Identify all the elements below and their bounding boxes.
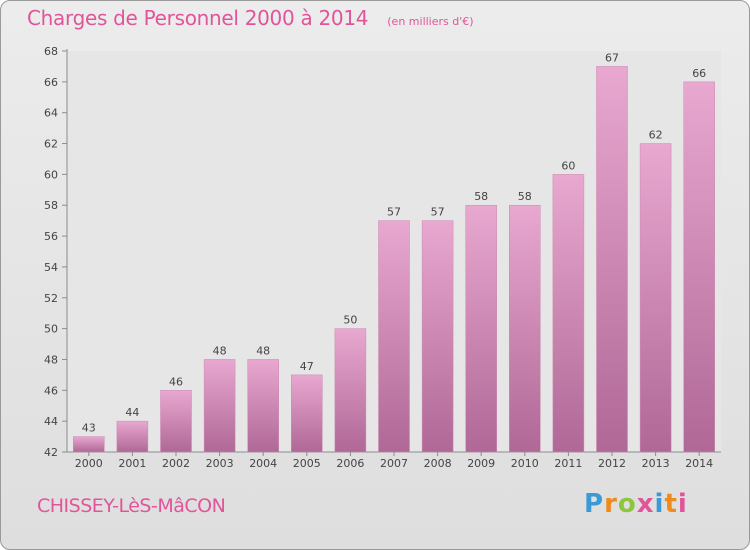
- y-tick-label: 42: [44, 446, 58, 459]
- bar: [596, 66, 628, 453]
- y-tick-label: 68: [44, 45, 58, 58]
- bar-value-label: 60: [561, 159, 575, 172]
- chart-title: Charges de Personnel 2000 à 2014: [27, 6, 369, 30]
- x-tick-label: 2002: [162, 457, 190, 470]
- x-tick-label: 2009: [467, 457, 495, 470]
- y-tick-label: 52: [44, 292, 58, 305]
- bar-value-label: 48: [213, 344, 227, 357]
- bar-value-label: 50: [343, 314, 357, 327]
- bar: [552, 174, 585, 453]
- chart-subtitle: (en milliers d'€): [387, 15, 474, 28]
- bar: [203, 359, 236, 453]
- y-tick-label: 56: [44, 230, 58, 243]
- bar-value-label: 62: [649, 129, 663, 142]
- y-tick-label: 66: [44, 76, 58, 89]
- brand-letter: i: [654, 489, 665, 519]
- x-tick-label: 2007: [380, 457, 408, 470]
- x-tick-label: 2006: [336, 457, 364, 470]
- bar-value-label: 57: [431, 206, 445, 219]
- x-tick-label: 2004: [249, 457, 277, 470]
- bar-value-label: 58: [518, 190, 532, 203]
- bar: [334, 328, 367, 453]
- x-tick-label: 2008: [424, 457, 452, 470]
- bar: [116, 420, 149, 453]
- y-tick-label: 54: [44, 261, 58, 274]
- brand-letter: P: [584, 489, 605, 519]
- bar-value-label: 57: [387, 206, 401, 219]
- bar-value-label: 66: [692, 67, 706, 80]
- x-tick-label: 2005: [293, 457, 321, 470]
- bar-value-label: 67: [605, 51, 619, 64]
- bar: [421, 220, 454, 453]
- bar: [247, 359, 279, 453]
- brand-letter: t: [664, 489, 678, 519]
- brand-letter: x: [636, 489, 655, 519]
- commune-name: CHISSEY-LèS-MâCON: [37, 495, 226, 517]
- x-tick-label: 2011: [554, 457, 582, 470]
- x-tick-label: 2001: [118, 457, 146, 470]
- title-row: Charges de Personnel 2000 à 2014 (en mil…: [27, 6, 474, 30]
- x-tick-label: 2012: [598, 457, 626, 470]
- bar: [73, 436, 105, 453]
- x-tick-label: 2014: [685, 457, 713, 470]
- brand-letter: o: [617, 489, 637, 519]
- bar-value-label: 48: [256, 344, 270, 357]
- bar-value-label: 43: [82, 422, 96, 435]
- bar-value-label: 44: [125, 406, 139, 419]
- y-tick-label: 62: [44, 138, 58, 151]
- bar: [378, 220, 410, 453]
- bar: [160, 390, 192, 453]
- x-tick-label: 2003: [206, 457, 234, 470]
- y-tick-label: 60: [44, 168, 58, 181]
- y-tick-label: 46: [44, 384, 58, 397]
- x-tick-label: 2013: [642, 457, 670, 470]
- bar: [291, 374, 323, 453]
- x-tick-label: 2010: [511, 457, 539, 470]
- bar-value-label: 46: [169, 375, 183, 388]
- bar: [683, 81, 715, 453]
- bar: [465, 204, 497, 453]
- brand-letter: i: [677, 489, 688, 519]
- y-tick-label: 48: [44, 353, 58, 366]
- y-tick-label: 64: [44, 107, 58, 120]
- bar: [509, 204, 541, 453]
- bar: [639, 143, 672, 453]
- bar-value-label: 58: [474, 190, 488, 203]
- brand-letter: r: [604, 489, 618, 519]
- y-tick-label: 50: [44, 323, 58, 336]
- bar-value-label: 47: [300, 360, 314, 373]
- x-tick-label: 2000: [75, 457, 103, 470]
- y-tick-label: 58: [44, 199, 58, 212]
- y-tick-label: 44: [44, 415, 58, 428]
- brand-logo: Proxiti: [584, 489, 688, 519]
